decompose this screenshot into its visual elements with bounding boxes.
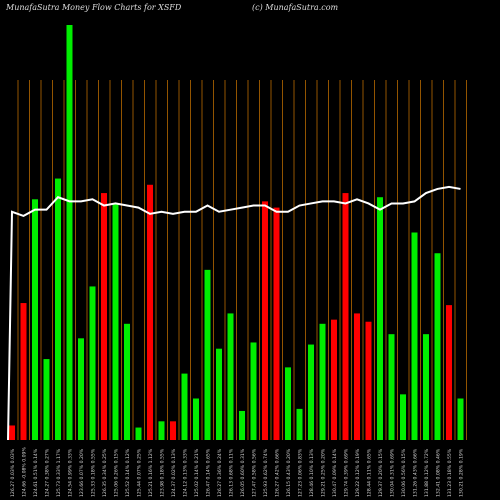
chart-credit: (c) MunafaSutra.com <box>252 3 339 12</box>
x-tick-label: 130.47 0.09% 0.14% <box>332 448 338 497</box>
x-tick-label: 126.27 0.42% 0.66% <box>275 448 281 497</box>
bar-18 <box>204 269 211 440</box>
bar-1 <box>9 425 15 440</box>
x-tick-label: 126.13 0.68% 0.11% <box>229 448 235 497</box>
x-tick-label: 125.73 0.33% 1.17% <box>56 448 62 497</box>
bar-38 <box>434 253 441 440</box>
bar-22 <box>250 342 257 440</box>
bar-32 <box>365 321 372 440</box>
x-tick-label: 132.41 0.08% 0.46% <box>436 448 442 497</box>
bar-11 <box>124 323 130 440</box>
bars <box>9 25 464 441</box>
bar-28 <box>319 323 326 440</box>
x-tick-label: 126.15 0.43% 0.20% <box>286 448 292 497</box>
x-tick-label: 130.21 0.28% 0.19% <box>459 448 465 497</box>
x-tick-label: 123.98 0.18% 0.55% <box>160 448 166 497</box>
bar-8 <box>89 286 96 440</box>
x-tick-label: 124.54 0.99% 0.33% <box>68 448 74 497</box>
bar-3 <box>32 199 38 440</box>
bar-2 <box>20 303 27 440</box>
chart-title: MunafaSutra Money Flow Charts for XSFD <box>6 3 182 12</box>
x-tick-label: 124.61 0.51% 0.14% <box>33 448 39 497</box>
bar-5 <box>55 178 61 441</box>
x-tick-label: 125.02 0.14% 0.21% <box>194 448 200 497</box>
x-tick-label: 124.66 -0.08% 0.09% <box>22 447 28 497</box>
x-tick-label: 125.52 0.14% 0.12% <box>125 448 131 497</box>
x-tick-label: 123.66 0.07% 0.20% <box>79 448 85 497</box>
trend-line <box>7 185 461 441</box>
bar-33 <box>377 197 383 440</box>
x-tick-label: 129.37 0.20% 0.15% <box>378 448 384 497</box>
x-tick-label: 131.23 0.18% 0.55% <box>447 448 453 497</box>
bar-9 <box>101 193 107 440</box>
x-tick-label: 128.44 0.11% 0.65% <box>367 448 373 497</box>
x-tick-label: 125.33 0.18% 0.55% <box>91 448 97 497</box>
bar-35 <box>400 394 406 440</box>
x-tick-label: 124.27 0.38% 0.27% <box>45 448 51 497</box>
x-tick-label: 128.46 0.10% 0.13% <box>309 448 315 497</box>
bar-23 <box>262 201 268 440</box>
bar-39 <box>446 305 452 440</box>
x-tick-label: 127.23 0.06% 0.83% <box>298 448 304 497</box>
gridlines <box>17 80 467 440</box>
x-tick-label: 126.27 0.36% 0.24% <box>217 448 223 497</box>
x-tick-label: 129.74 0.39% 0.69% <box>344 448 350 497</box>
x-tick-label: 127.47 0.58% 0.56% <box>252 448 258 497</box>
x-tick-label: 126.35 0.34% 0.25% <box>102 448 108 497</box>
bar-14 <box>158 421 165 440</box>
x-tick-label: 125.93 0.62% 0.74% <box>263 448 269 497</box>
x-tick-label: 130.04 0.31% 0.69% <box>390 448 396 497</box>
bar-31 <box>354 313 360 440</box>
bar-25 <box>285 367 291 440</box>
x-tick-label: 124.37 0.02% 0.13% <box>171 448 177 497</box>
bar-26 <box>296 408 303 440</box>
bar-36 <box>411 232 418 440</box>
x-tick-label: 130.06 0.56% 0.15% <box>401 448 407 497</box>
bar-10 <box>112 203 119 440</box>
bar-6 <box>66 25 73 440</box>
bar-29 <box>331 319 337 440</box>
bar-7 <box>78 338 84 440</box>
x-tick-label: 126.05 0.60% 0.31% <box>240 448 246 497</box>
x-tick-label: 125.21 0.16% 1.12% <box>148 448 154 497</box>
x-tick-label: 124.12 0.13% 0.33% <box>183 448 189 497</box>
x-tick-labels: 126.27 0.03% 0.03% 124.66 -0.08% 0.09% 124… <box>10 447 465 497</box>
bar-24 <box>273 207 280 440</box>
bar-16 <box>181 373 188 440</box>
bar-13 <box>147 184 153 440</box>
bar-19 <box>216 348 222 440</box>
x-tick-label: 129.22 0.12% 0.19% <box>355 448 361 497</box>
trend-line-group <box>7 185 461 441</box>
bar-12 <box>135 427 142 440</box>
bar-40 <box>457 398 464 440</box>
bar-34 <box>388 334 395 440</box>
bar-4 <box>43 359 50 440</box>
x-tick-label: 129.21 0.25% 0.20% <box>321 448 327 497</box>
bar-27 <box>308 344 314 440</box>
bar-15 <box>170 421 176 440</box>
bar-30 <box>342 193 349 440</box>
bar-20 <box>227 313 234 440</box>
x-tick-label: 126.47 0.14% 0.65% <box>206 448 212 497</box>
x-tick-label: 126.27 0.03% 0.03% <box>10 448 16 497</box>
bar-37 <box>423 334 429 440</box>
bar-21 <box>239 410 245 440</box>
x-tick-label: 131.26 0.43% 0.66% <box>413 448 419 497</box>
x-tick-label: 125.44 0.07% 0.25% <box>137 448 143 497</box>
x-tick-label: 131.88 0.12% 0.72% <box>424 448 430 497</box>
bar-17 <box>193 398 199 440</box>
x-tick-label: 125.06 0.26% 0.15% <box>114 448 120 497</box>
